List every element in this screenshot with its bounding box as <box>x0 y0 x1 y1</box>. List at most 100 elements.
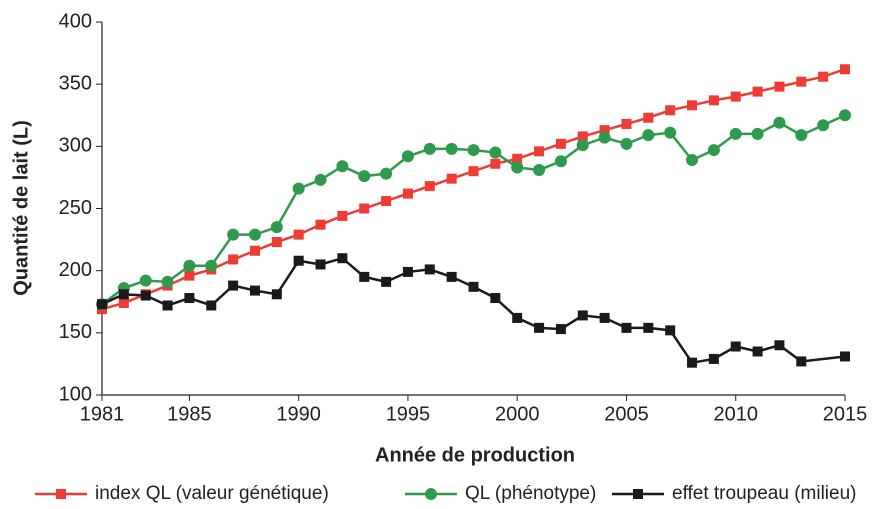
data-point <box>665 325 676 336</box>
data-point <box>534 322 545 333</box>
data-point <box>337 210 348 221</box>
y-tick-label: 200 <box>59 259 92 281</box>
data-point <box>293 255 304 266</box>
data-point <box>730 341 741 352</box>
data-point <box>687 357 698 368</box>
data-point <box>337 253 348 264</box>
data-point <box>162 300 173 311</box>
data-point <box>795 129 808 142</box>
data-point <box>423 142 436 155</box>
legend-marker <box>56 489 66 499</box>
y-tick-label: 400 <box>59 10 92 32</box>
legend-marker <box>633 489 643 499</box>
data-point <box>707 144 720 157</box>
data-point <box>577 310 588 321</box>
data-point <box>314 173 327 186</box>
data-point <box>665 105 676 116</box>
data-point <box>576 139 589 152</box>
data-point <box>401 150 414 163</box>
data-point <box>489 146 502 159</box>
data-point <box>729 127 742 140</box>
data-point <box>140 290 151 301</box>
data-point <box>292 182 305 195</box>
data-point <box>315 259 326 270</box>
data-point <box>773 116 786 129</box>
data-point <box>381 276 392 287</box>
data-point <box>183 259 196 272</box>
data-point <box>664 126 677 139</box>
data-point <box>642 129 655 142</box>
y-axis-title: Quantité de lait (L) <box>10 120 32 296</box>
data-point <box>271 289 282 300</box>
x-tick-label: 2010 <box>713 403 758 425</box>
data-point <box>228 254 239 265</box>
data-point <box>687 100 698 111</box>
data-point <box>249 245 260 256</box>
y-tick-label: 100 <box>59 383 92 405</box>
data-point <box>840 351 850 362</box>
data-point <box>599 125 610 136</box>
data-point <box>621 118 632 129</box>
data-point <box>599 312 610 323</box>
data-point <box>228 280 239 291</box>
data-point <box>577 131 588 142</box>
data-point <box>293 229 304 240</box>
data-point <box>555 324 566 335</box>
data-point <box>118 289 129 300</box>
data-point <box>817 119 830 132</box>
legend-label: QL (phénotype) <box>465 483 596 504</box>
data-point <box>468 166 479 177</box>
data-point <box>467 144 480 157</box>
data-point <box>818 71 829 82</box>
data-point <box>184 293 195 304</box>
legend-label: effet troupeau (milieu) <box>672 483 856 504</box>
data-point <box>402 188 413 199</box>
data-point <box>359 203 370 214</box>
data-point <box>206 300 217 311</box>
data-point <box>424 264 435 275</box>
data-point <box>511 161 524 174</box>
data-point <box>621 322 632 333</box>
data-point <box>118 297 129 308</box>
x-axis-title: Année de production <box>375 444 575 466</box>
data-point <box>840 64 850 75</box>
data-point <box>555 138 566 149</box>
data-point <box>184 270 195 281</box>
data-point <box>445 142 458 155</box>
x-tick-label: 1981 <box>80 403 125 425</box>
data-point <box>730 91 741 102</box>
data-point <box>380 167 393 180</box>
data-point <box>468 281 479 292</box>
data-point <box>270 221 283 234</box>
data-point <box>796 76 807 87</box>
y-tick-label: 250 <box>59 197 92 219</box>
series-line <box>101 256 846 365</box>
data-point <box>512 153 523 164</box>
data-point <box>774 340 785 351</box>
data-point <box>708 353 719 364</box>
data-point <box>336 160 349 173</box>
legend-label: index QL (valeur génétique) <box>95 483 329 504</box>
series-line <box>101 114 846 306</box>
data-point <box>512 312 523 323</box>
data-point <box>490 293 501 304</box>
data-point <box>315 219 326 230</box>
data-point <box>248 228 261 241</box>
data-point <box>205 259 218 272</box>
data-point <box>643 322 654 333</box>
y-tick-label: 300 <box>59 135 92 157</box>
data-point <box>271 237 282 248</box>
data-point <box>227 228 240 241</box>
data-point <box>97 299 107 310</box>
data-point <box>446 173 457 184</box>
data-point <box>424 181 435 192</box>
data-point <box>139 274 152 287</box>
x-tick-label: 1995 <box>386 403 431 425</box>
data-point <box>686 154 699 167</box>
x-tick-label: 2000 <box>495 403 540 425</box>
x-tick-label: 1990 <box>276 403 321 425</box>
data-point <box>161 275 174 288</box>
data-point <box>752 346 763 357</box>
data-point <box>533 163 546 176</box>
